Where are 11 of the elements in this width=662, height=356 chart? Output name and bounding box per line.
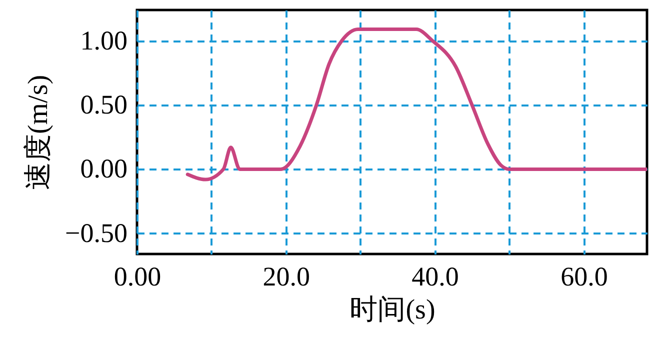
- x-tick-label: 40.0: [412, 262, 459, 292]
- y-axis-title: 速度(m/s): [23, 74, 54, 190]
- y-tick-label: −0.50: [65, 218, 128, 248]
- line-series: [186, 28, 647, 182]
- x-axis-title: 时间(s): [350, 294, 436, 326]
- x-tick-label: 60.0: [560, 262, 608, 292]
- x-tick-label: 0.00: [114, 262, 162, 292]
- x-tick-label: 20.0: [262, 262, 310, 292]
- y-tick-label: 0.50: [80, 90, 128, 120]
- y-tick-label: 1.00: [80, 25, 128, 56]
- y-tick-label: 0.00: [80, 154, 128, 184]
